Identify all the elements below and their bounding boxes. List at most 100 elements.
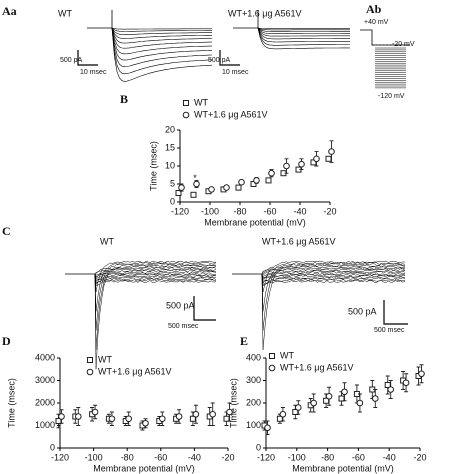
marker — [238, 178, 245, 186]
x-axis-label: Membrane potential (mV) — [292, 463, 394, 473]
axes — [179, 130, 330, 203]
x-tick-label: -100 — [288, 452, 306, 462]
current-trace — [261, 271, 406, 277]
legend-label: WT+1.6 μg A561V — [280, 362, 353, 372]
trace-label: WT — [58, 8, 72, 18]
current-trace — [111, 27, 212, 36]
y-tick-label: 0 — [170, 196, 175, 206]
x-tick-label: -100 — [85, 452, 103, 462]
y-tick-label: 0 — [256, 442, 261, 452]
marker — [178, 184, 185, 191]
current-trace — [111, 27, 212, 61]
marker — [223, 415, 230, 422]
current-trace — [94, 273, 217, 284]
marker — [175, 190, 182, 196]
scale-label: 500 pA — [208, 57, 231, 64]
legend-label: WT+1.6 μg A561V — [98, 366, 171, 376]
current-trace — [111, 27, 212, 55]
current-trace — [111, 27, 212, 49]
current-trace — [111, 27, 213, 82]
marker — [341, 388, 348, 396]
marker — [226, 408, 233, 416]
y-tick-label: 400 — [246, 352, 261, 362]
voltage-label: -120 mV — [378, 93, 405, 100]
current-trace — [257, 27, 350, 50]
marker — [328, 148, 335, 155]
scale-label: 500 pA — [60, 57, 83, 64]
y-tick-label: 2000 — [35, 397, 55, 407]
y-axis-label: Time (msec) — [148, 141, 158, 191]
marker — [283, 162, 290, 170]
current-trace — [94, 273, 217, 283]
marker — [387, 386, 395, 393]
panel-label: E — [240, 334, 248, 348]
x-tick-label: -20 — [413, 452, 426, 462]
y-tick-label: 100 — [246, 420, 261, 430]
marker — [235, 184, 242, 191]
trace-label: WT+1.6 μg A561V — [228, 8, 301, 18]
scale-label: 10 msec — [222, 69, 249, 76]
marker — [125, 415, 132, 423]
current-trace — [261, 264, 406, 350]
marker — [265, 177, 272, 184]
current-trace — [257, 27, 350, 31]
voltage-label: -20 mV — [392, 41, 415, 48]
panel-label: Ab — [366, 2, 382, 16]
y-axis-label: Time (msec) — [228, 378, 238, 428]
x-tick-label: -80 — [121, 452, 134, 462]
current-trace — [261, 260, 405, 293]
scale-label: 500 pA — [348, 306, 377, 316]
panel-label: C — [2, 224, 11, 238]
current-trace — [111, 27, 213, 44]
marker — [356, 399, 364, 407]
marker — [292, 409, 299, 415]
baseline — [233, 10, 259, 29]
legend-marker — [269, 353, 275, 359]
y-tick-label: 10 — [165, 160, 175, 170]
marker — [276, 415, 283, 422]
current-trace — [261, 267, 406, 275]
x-tick-label: -20 — [221, 452, 234, 462]
marker — [418, 370, 425, 378]
legend-label: WT+1.6 μg A561V — [194, 109, 267, 119]
marker — [209, 410, 216, 418]
x-tick-label: -80 — [321, 452, 334, 462]
current-trace — [261, 273, 406, 286]
current-trace — [257, 27, 350, 40]
marker — [310, 399, 318, 407]
trace-label: WT — [100, 236, 114, 246]
current-trace — [94, 273, 217, 286]
scale-bar — [77, 50, 98, 66]
marker — [189, 415, 196, 422]
voltage-label: +40 mV — [364, 19, 389, 26]
x-tick-label: -120 — [257, 452, 275, 462]
current-trace — [94, 271, 217, 277]
marker — [159, 415, 166, 423]
current-trace — [94, 266, 217, 370]
current-trace — [94, 268, 217, 275]
current-trace — [94, 260, 217, 293]
marker — [298, 160, 305, 168]
x-tick-label: -80 — [233, 206, 246, 216]
y-tick-label: 20 — [165, 124, 175, 134]
legend-label: WT — [194, 97, 208, 107]
current-trace — [94, 273, 217, 285]
y-tick-label: 0 — [50, 442, 55, 452]
marker — [193, 180, 200, 188]
x-axis-label: Membrane potential (mV) — [93, 463, 195, 473]
current-trace — [257, 27, 350, 32]
legend-label: WT — [280, 350, 294, 360]
legend-marker — [87, 357, 93, 363]
current-trace — [261, 272, 406, 278]
current-trace — [261, 266, 406, 275]
x-tick-label: -20 — [323, 206, 336, 216]
y-tick-label: 300 — [246, 375, 261, 385]
current-trace — [257, 27, 350, 34]
marker — [58, 413, 65, 420]
marker — [192, 410, 200, 418]
x-tick-label: -60 — [352, 452, 365, 462]
marker — [279, 410, 287, 418]
current-trace — [94, 262, 217, 312]
current-trace — [261, 268, 406, 275]
